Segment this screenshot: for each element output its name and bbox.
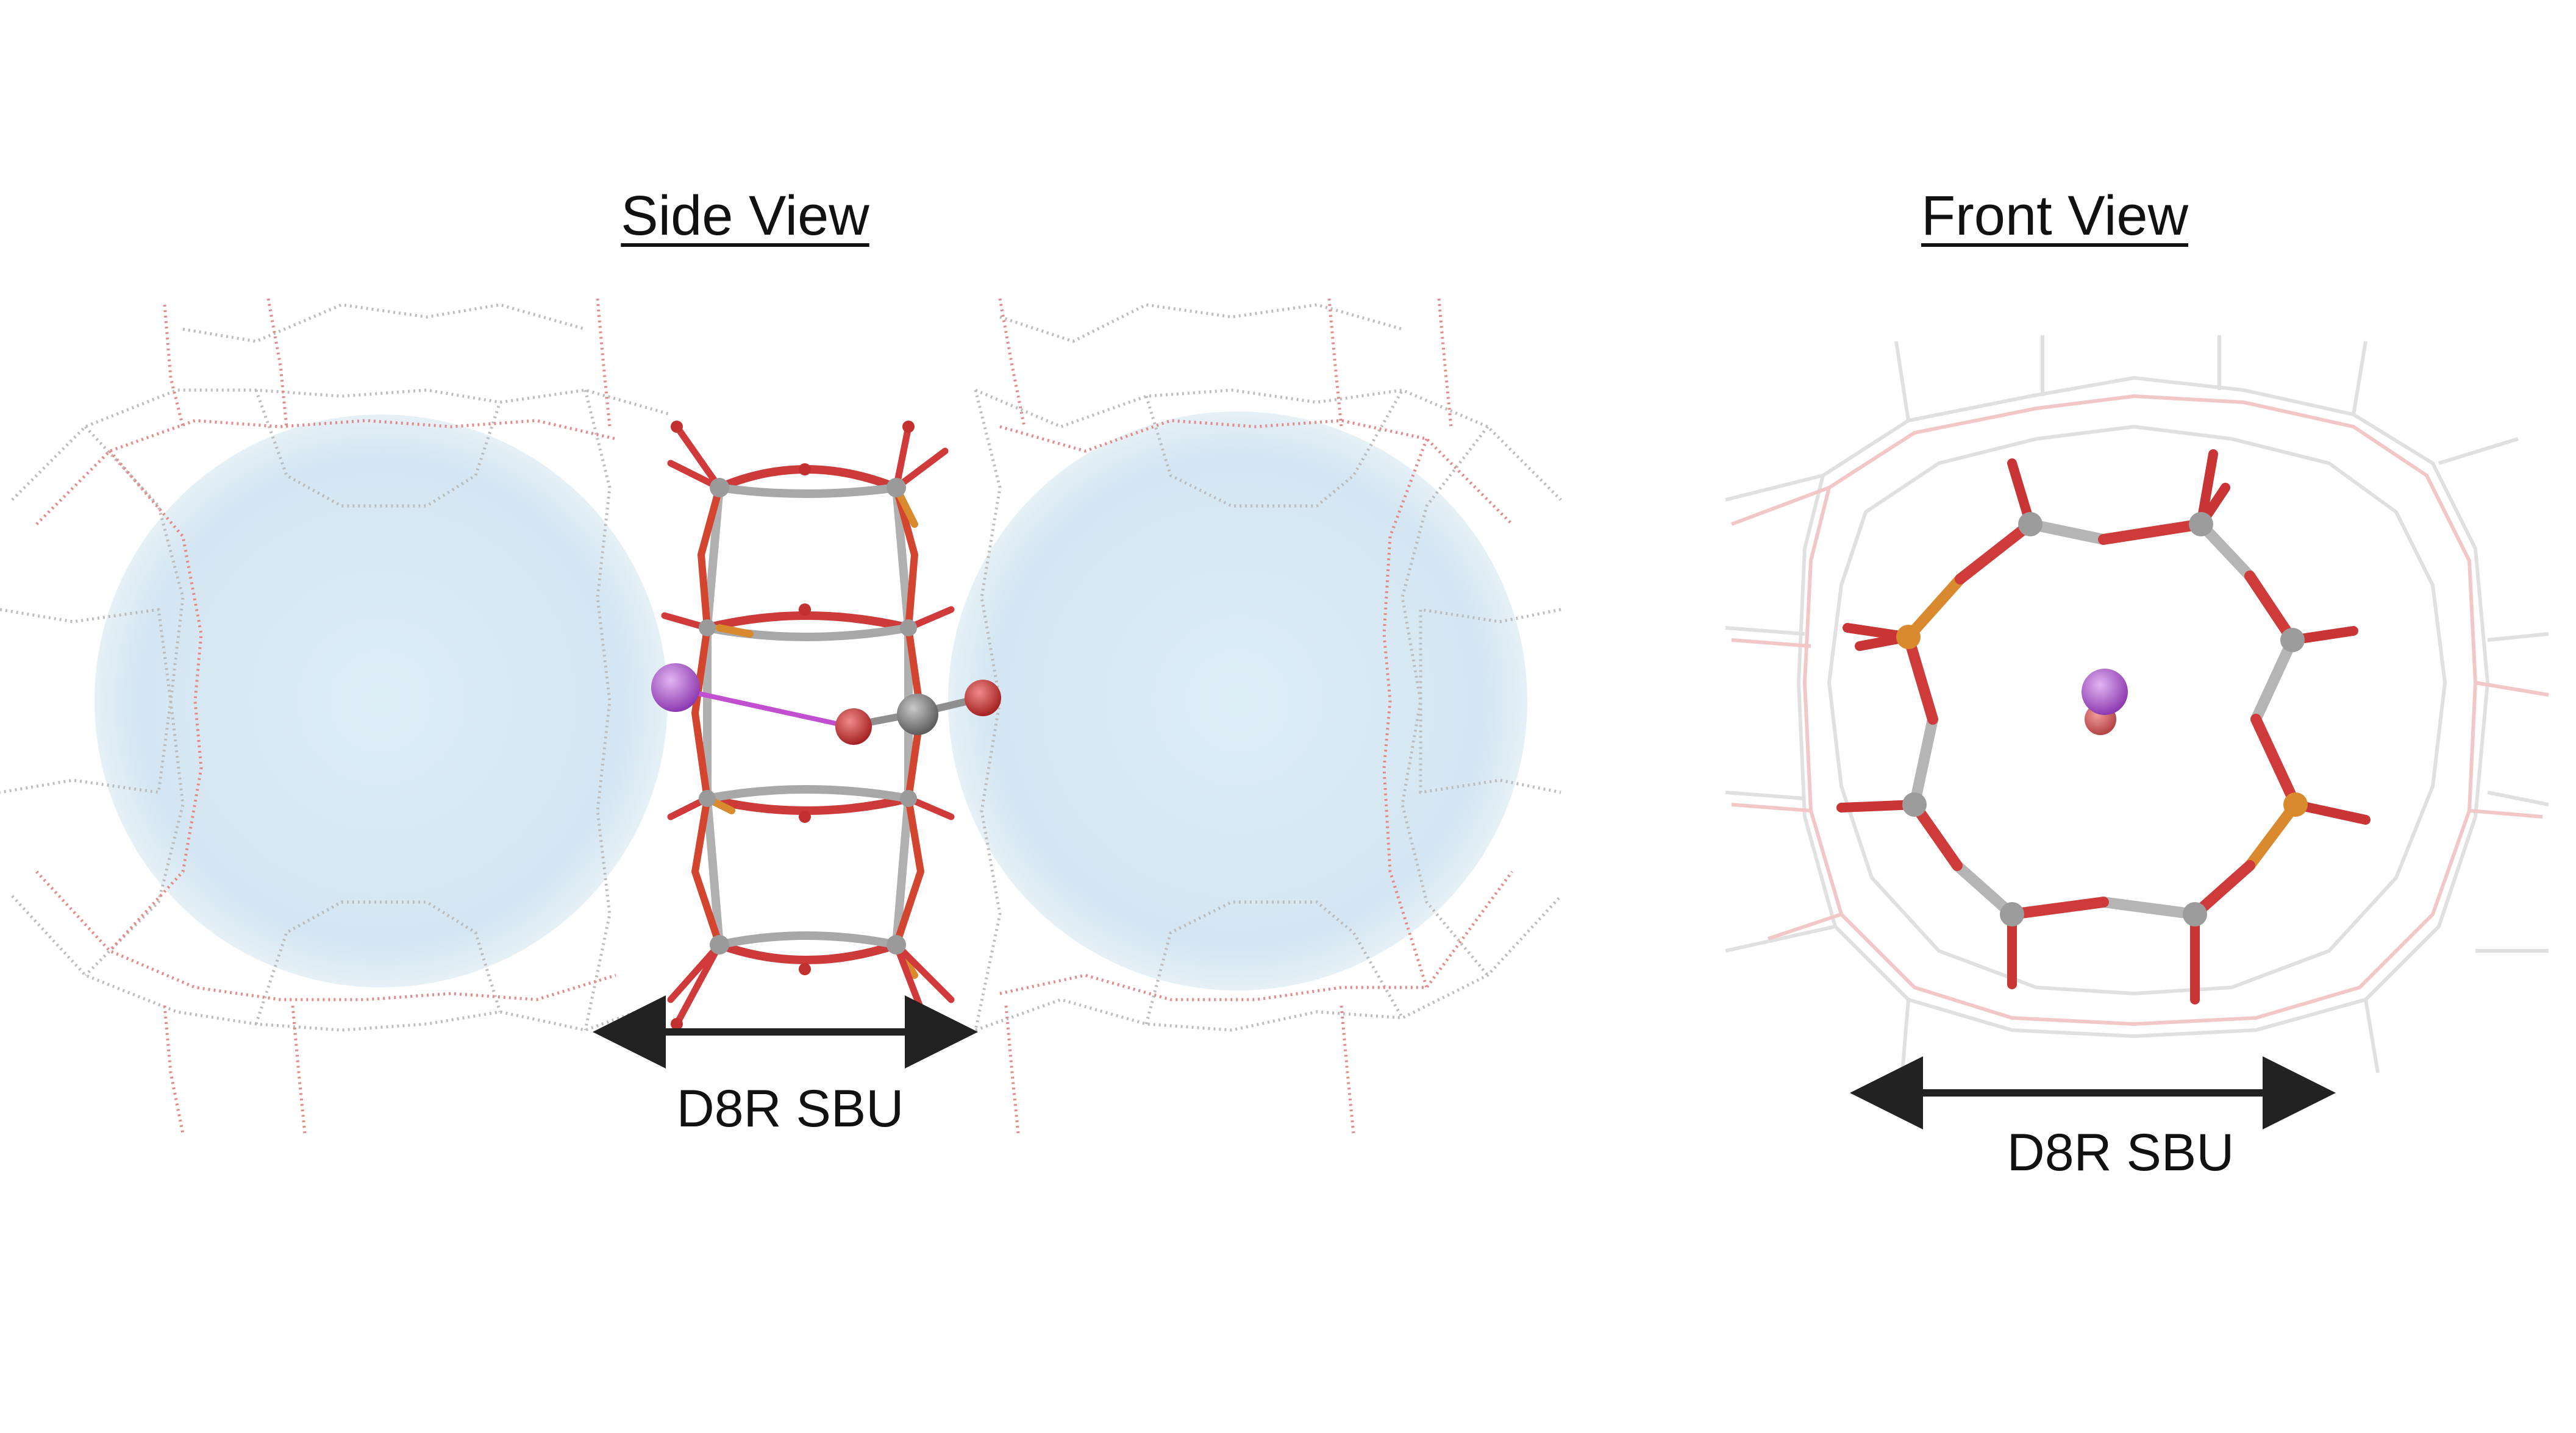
front-view-panel <box>1725 335 2549 1129</box>
cation-atom-front <box>2082 669 2128 715</box>
co2-carbon <box>897 694 938 735</box>
pore-sphere-right <box>948 411 1527 990</box>
front-dimension-label: D8R SBU <box>2007 1123 2235 1182</box>
side-guest-complex <box>651 663 1001 745</box>
front-guest-complex <box>2082 669 2128 735</box>
side-view-title: Side View <box>621 185 869 247</box>
cation-atom <box>651 663 700 712</box>
front-sbu-ring <box>1836 449 2371 1005</box>
side-dimension-label: D8R SBU <box>676 1079 904 1138</box>
front-framework-wireframe <box>1725 335 2549 1073</box>
co2-oxygen-left <box>835 708 872 745</box>
side-framework-wireframe <box>0 298 1562 1134</box>
front-view-title: Front View <box>1921 185 2189 247</box>
cation-bond <box>676 686 845 728</box>
side-view-panel <box>0 298 1562 1134</box>
co2-oxygen-right <box>965 680 1001 716</box>
pore-sphere-left <box>95 414 668 987</box>
side-sbu-cage <box>661 421 955 1030</box>
